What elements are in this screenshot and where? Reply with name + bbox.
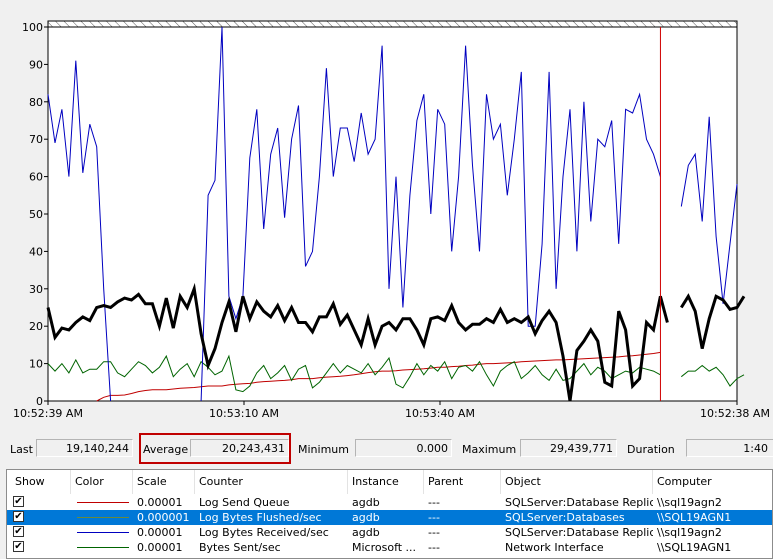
- cell-scale: 0.00001: [137, 496, 183, 509]
- x-tick-label: 10:53:10 AM: [209, 407, 279, 420]
- average-value: 20,243,431: [190, 439, 289, 457]
- cell-instance: agdb: [352, 511, 380, 524]
- cell-parent: ---: [428, 526, 440, 539]
- column-header-show[interactable]: Show: [11, 470, 71, 494]
- column-header-instance[interactable]: Instance: [348, 470, 424, 494]
- column-header-counter[interactable]: Counter: [195, 470, 348, 494]
- y-tick-label: 60: [29, 171, 43, 184]
- series-line-log-bytes-received-sec: [47, 26, 738, 402]
- cell-scale: 0.00001: [137, 526, 183, 539]
- counter-row[interactable]: ✔ 0.00001 Log Send Queue agdb --- SQLServer:D…: [7, 495, 772, 510]
- counter-table: Show Color Scale Counter Instance Parent Objec…: [6, 469, 773, 559]
- last-value: 19,140,244: [36, 439, 133, 457]
- cell-counter: Log Send Queue: [199, 496, 290, 509]
- minimum-label: Minimum: [298, 443, 349, 456]
- average-highlight-box: [139, 433, 291, 464]
- column-header-scale[interactable]: Scale: [133, 470, 195, 494]
- cell-object: SQLServer:Databases: [505, 511, 625, 524]
- color-swatch: [77, 517, 129, 518]
- cell-object: SQLServer:Database Replica: [505, 526, 653, 539]
- cell-parent: ---: [428, 496, 440, 509]
- y-tick-label: 20: [29, 320, 43, 333]
- duration-label: Duration: [627, 443, 675, 456]
- x-tick-label: 10:53:40 AM: [405, 407, 475, 420]
- color-swatch: [77, 502, 129, 503]
- show-checkbox[interactable]: ✔: [13, 496, 24, 507]
- average-label: Average: [143, 443, 189, 456]
- cell-instance: Microsoft ...: [352, 541, 417, 554]
- cell-parent: ---: [428, 541, 440, 554]
- counter-row[interactable]: ✔ 0.00001 Log Bytes Received/sec agdb --- SQL…: [7, 525, 772, 540]
- y-tick-label: 90: [29, 58, 43, 71]
- hatched-band: [47, 20, 738, 28]
- cell-computer: \\sql19agn2: [657, 496, 722, 509]
- show-checkbox[interactable]: ✔: [13, 541, 24, 552]
- cell-scale: 0.000001: [137, 511, 190, 524]
- last-label: Last: [10, 443, 33, 456]
- y-tick-label: 40: [29, 245, 43, 258]
- counter-row[interactable]: ✔ 0.00001 Bytes Sent/sec Microsoft ... --- Ne…: [7, 540, 772, 555]
- cell-computer: \\sql19agn2: [657, 526, 722, 539]
- series-line-log-bytes-flushed-sec: [46, 282, 746, 402]
- cell-counter: Log Bytes Received/sec: [199, 526, 329, 539]
- y-tick-label: 30: [29, 283, 43, 296]
- cell-instance: agdb: [352, 496, 380, 509]
- y-tick-label: 10: [29, 358, 43, 371]
- column-header-computer[interactable]: Computer: [653, 470, 772, 494]
- counter-row[interactable]: ✔ 0.000001 Log Bytes Flushed/sec agdb --- SQL…: [7, 509, 772, 526]
- maximum-label: Maximum: [462, 443, 517, 456]
- y-tick-label: 80: [29, 96, 43, 109]
- cell-computer: \\SQL19AGN1: [657, 541, 732, 554]
- maximum-value: 29,439,771: [520, 439, 617, 457]
- plot-area: [47, 20, 738, 402]
- column-header-object[interactable]: Object: [501, 470, 653, 494]
- show-checkbox[interactable]: ✔: [13, 511, 24, 522]
- minimum-value: 0.000: [355, 439, 452, 457]
- cell-instance: agdb: [352, 526, 380, 539]
- show-checkbox[interactable]: ✔: [13, 526, 24, 537]
- cell-computer: \\SQL19AGN1: [657, 511, 732, 524]
- cell-object: Network Interface: [505, 541, 604, 554]
- cell-object: SQLServer:Database Replica: [505, 496, 653, 509]
- cell-scale: 0.00001: [137, 541, 183, 554]
- cell-parent: ---: [428, 511, 440, 524]
- y-tick-label: 50: [29, 208, 43, 221]
- x-tick-label: 10:52:38 AM: [700, 407, 770, 420]
- x-tick-label: 10:52:39 AM: [13, 407, 83, 420]
- column-header-color[interactable]: Color: [71, 470, 133, 494]
- cell-counter: Log Bytes Flushed/sec: [199, 511, 322, 524]
- column-header-parent[interactable]: Parent: [424, 470, 501, 494]
- y-tick-label: 0: [36, 395, 43, 408]
- cell-counter: Bytes Sent/sec: [199, 541, 281, 554]
- color-swatch: [77, 547, 129, 548]
- performance-graph[interactable]: 0 10 20 30 40 50 60 70 80 90 100 10:52:39 AM 10:53:1…: [0, 0, 773, 425]
- duration-value: 1:40: [686, 439, 773, 457]
- y-tick-label: 100: [22, 21, 43, 34]
- y-tick-label: 70: [29, 133, 43, 146]
- series-line-bytes-sent-sec: [47, 354, 745, 393]
- color-swatch: [77, 532, 129, 533]
